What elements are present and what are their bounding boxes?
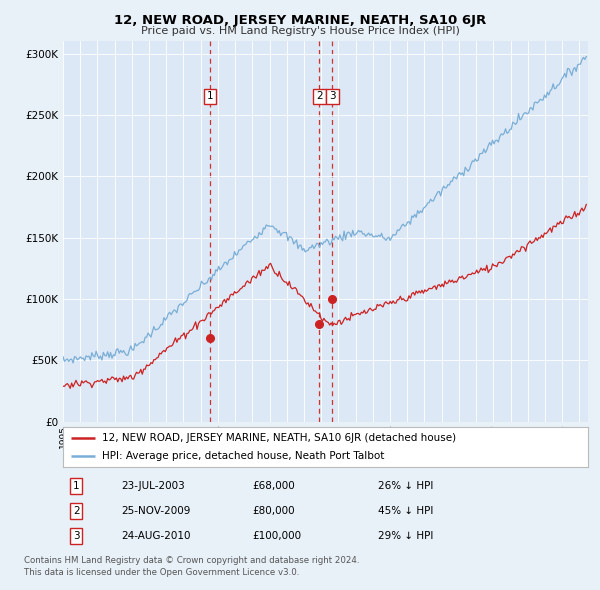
Text: 2: 2	[73, 506, 79, 516]
Text: 1: 1	[207, 91, 214, 101]
Text: 2: 2	[316, 91, 323, 101]
Text: £100,000: £100,000	[252, 531, 301, 541]
Text: 23-JUL-2003: 23-JUL-2003	[121, 481, 185, 491]
Text: 1: 1	[73, 481, 79, 491]
Text: HPI: Average price, detached house, Neath Port Talbot: HPI: Average price, detached house, Neat…	[103, 451, 385, 461]
Text: 24-AUG-2010: 24-AUG-2010	[121, 531, 190, 541]
Text: £80,000: £80,000	[252, 506, 295, 516]
Text: 45% ↓ HPI: 45% ↓ HPI	[378, 506, 433, 516]
Text: £68,000: £68,000	[252, 481, 295, 491]
Text: 25-NOV-2009: 25-NOV-2009	[121, 506, 190, 516]
Text: 29% ↓ HPI: 29% ↓ HPI	[378, 531, 433, 541]
Text: 12, NEW ROAD, JERSEY MARINE, NEATH, SA10 6JR: 12, NEW ROAD, JERSEY MARINE, NEATH, SA10…	[114, 14, 486, 27]
Text: Price paid vs. HM Land Registry's House Price Index (HPI): Price paid vs. HM Land Registry's House …	[140, 26, 460, 36]
Text: 26% ↓ HPI: 26% ↓ HPI	[378, 481, 433, 491]
Text: 3: 3	[329, 91, 335, 101]
Text: 3: 3	[73, 531, 79, 541]
Text: 12, NEW ROAD, JERSEY MARINE, NEATH, SA10 6JR (detached house): 12, NEW ROAD, JERSEY MARINE, NEATH, SA10…	[103, 433, 457, 443]
Text: Contains HM Land Registry data © Crown copyright and database right 2024.
This d: Contains HM Land Registry data © Crown c…	[24, 556, 359, 576]
